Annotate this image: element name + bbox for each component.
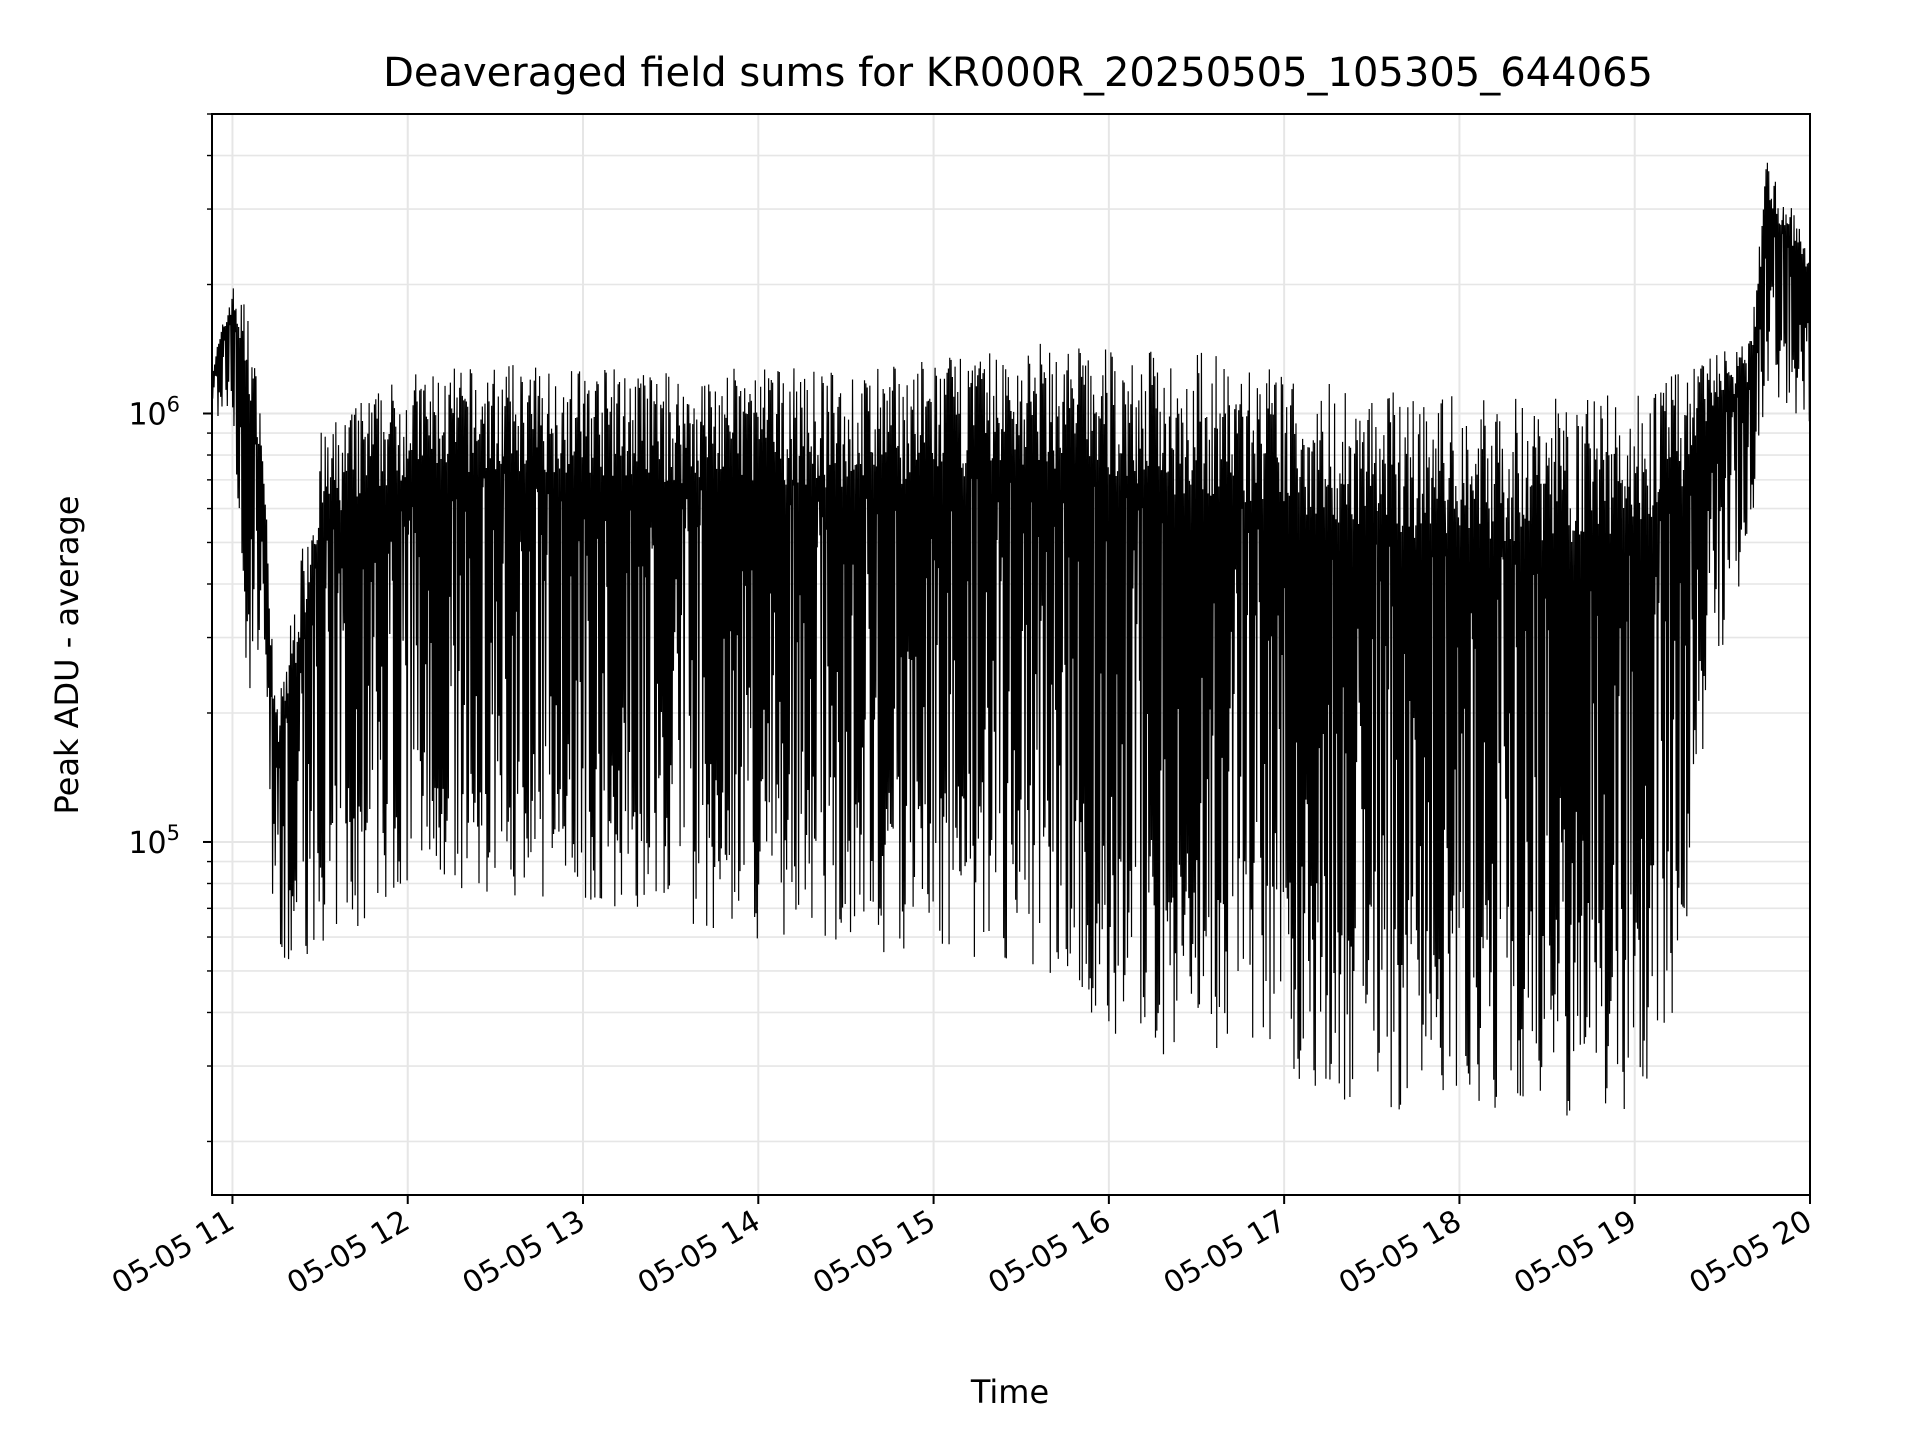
y-axis-title: Peak ADU - average [48,496,86,815]
x-axis-title: Time [970,1373,1049,1411]
chart-title: Deaveraged field sums for KR000R_2025050… [383,50,1653,96]
